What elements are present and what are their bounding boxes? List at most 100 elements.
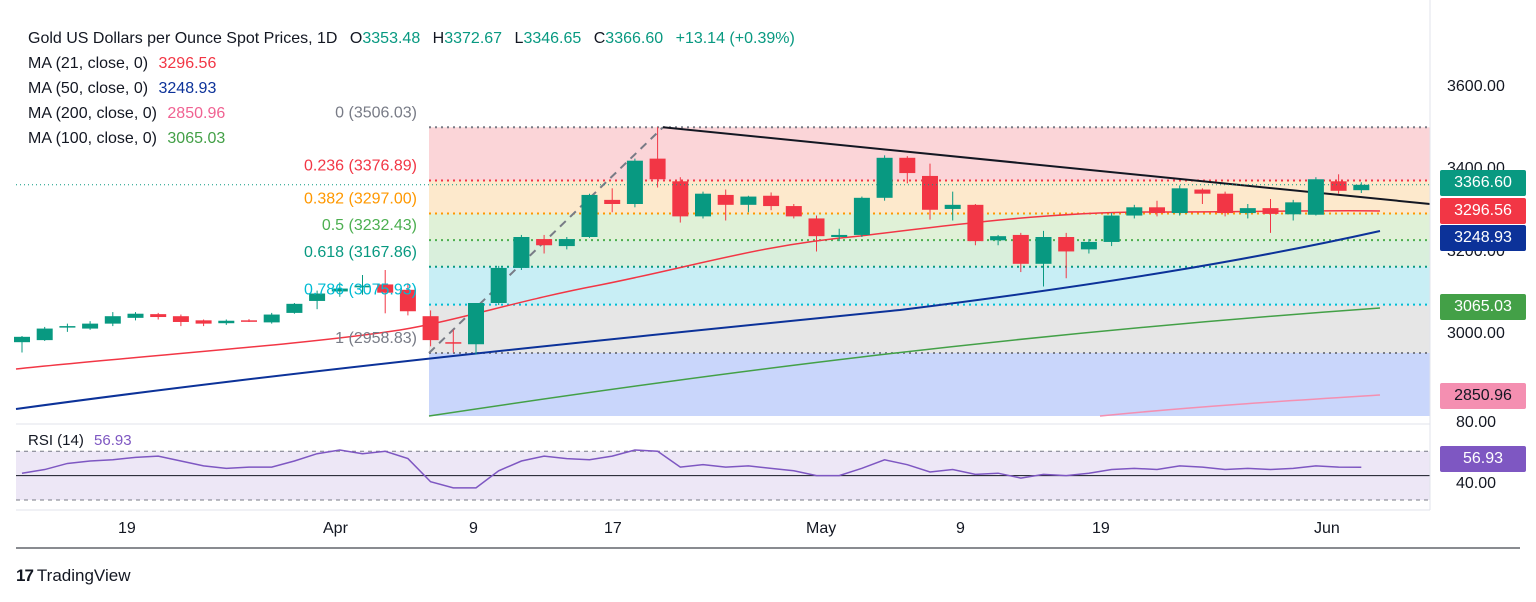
candle-body [1307, 179, 1324, 215]
candle-body [1262, 208, 1279, 214]
candle-body [1353, 184, 1370, 191]
candle-24 [558, 237, 575, 250]
ma21-legend[interactable]: MA (21, close, 0) 3296.56 [28, 55, 216, 73]
x-tick-19-mar: 19 [118, 520, 136, 537]
fib-zone-0.618 [429, 240, 1430, 267]
candle-body [127, 313, 144, 318]
tv-logo-icon: 17 [16, 566, 34, 585]
candle-15 [354, 274, 371, 295]
candle-body [82, 323, 99, 329]
candle-body [263, 314, 280, 323]
candle-55 [1262, 199, 1279, 233]
ma100-line [428, 307, 1381, 417]
candle-body [649, 158, 666, 180]
candle-34 [785, 204, 802, 219]
candle-48 [1103, 213, 1120, 247]
rsi-legend[interactable]: RSI (14) 56.93 [28, 432, 132, 449]
candle-11 [263, 312, 280, 324]
candle-45 [1035, 230, 1052, 287]
candle-47 [1080, 239, 1097, 254]
candle-body [717, 194, 734, 205]
candle-body [626, 160, 643, 204]
candle-body [241, 320, 257, 322]
trendline[interactable] [662, 126, 1431, 205]
fib-label-0.382: 0.382 (3297.00) [304, 190, 417, 207]
ma200-legend[interactable]: MA (200, close, 0) 2850.96 [28, 105, 225, 123]
candle-body [876, 157, 893, 198]
open-value: 3353.48 [362, 30, 421, 47]
rsi-badge: 56.93 [1440, 446, 1526, 472]
candle-6 [150, 312, 167, 320]
ma100-badge: 3065.03 [1440, 294, 1526, 320]
tradingview-logo[interactable]: 17 TradingView [16, 566, 130, 586]
candle-body [104, 316, 121, 324]
candle-body [195, 320, 212, 324]
candle-body [331, 288, 348, 292]
candle-36 [831, 228, 848, 242]
candle-body [218, 320, 235, 324]
candle-10 [241, 319, 257, 322]
candle-7 [172, 314, 189, 327]
candle-23 [536, 234, 553, 254]
candle-body [150, 314, 167, 318]
candle-25 [581, 193, 598, 238]
ma50-legend[interactable]: MA (50, close, 0) 3248.93 [28, 80, 216, 98]
fib-label-0.618: 0.618 (3167.86) [304, 244, 417, 261]
ma50-value: 3248.93 [158, 80, 217, 97]
fib-diagonal [428, 126, 664, 354]
x-tick-9-may: 9 [956, 520, 965, 537]
ma200-badge: 2850.96 [1440, 383, 1526, 409]
high-label: H [432, 30, 445, 47]
close-value: 3366.60 [605, 30, 664, 47]
candle-body [1217, 193, 1234, 214]
candle-30 [695, 191, 711, 219]
low-value: 3346.65 [523, 30, 582, 47]
ma100-legend[interactable]: MA (100, close, 0) 3065.03 [28, 130, 225, 148]
candle-body [581, 194, 598, 237]
candle-54 [1239, 204, 1256, 219]
ma21-line [15, 209, 1381, 370]
candle-body [172, 316, 189, 322]
candle-43 [990, 234, 1007, 246]
x-tick-17-apr: 17 [604, 520, 622, 537]
candle-body [740, 196, 757, 205]
candle-20 [468, 303, 484, 355]
candle-body [1080, 241, 1097, 250]
candle-body [513, 237, 530, 268]
candle-body [899, 157, 916, 174]
candle-41 [944, 191, 961, 221]
candle-body [445, 342, 462, 344]
fib-label-0.5: 0.5 (3232.43) [322, 217, 417, 234]
candle-body [1194, 189, 1211, 194]
candle-44 [1012, 232, 1029, 273]
candle-body [967, 204, 984, 242]
candle-38 [876, 155, 893, 201]
candle-19 [445, 329, 462, 353]
candle-39 [899, 156, 916, 184]
candle-5 [127, 312, 144, 321]
candle-body [604, 199, 621, 204]
candle-4 [104, 312, 121, 327]
brand-name: TradingView [36, 566, 131, 585]
candle-body [377, 284, 394, 293]
candle-body [286, 303, 303, 313]
candle-52 [1194, 188, 1211, 204]
candle-21 [490, 265, 507, 306]
candle-22 [513, 234, 530, 270]
candle-50 [1149, 200, 1165, 217]
fibonacci-level-labels: 1 (2958.83) 0.786 (3075.93) 0.618 (3167.86… [304, 104, 417, 347]
ma50-badge: 3248.93 [1440, 225, 1526, 251]
moving-average-lines [15, 209, 1381, 417]
candle-51 [1171, 185, 1188, 216]
change-value: +13.14 (+0.39%) [675, 30, 795, 47]
open-label: O [349, 30, 363, 47]
chart-header: Gold US Dollars per Ounce Spot Prices, 1… [28, 30, 795, 48]
candle-body [831, 234, 848, 237]
ma100-value: 3065.03 [167, 130, 226, 147]
candle-53 [1217, 191, 1234, 217]
candle-27 [626, 158, 643, 208]
candle-40 [922, 163, 938, 220]
candlestick-series[interactable] [14, 127, 1430, 355]
candle-body [1012, 234, 1029, 264]
